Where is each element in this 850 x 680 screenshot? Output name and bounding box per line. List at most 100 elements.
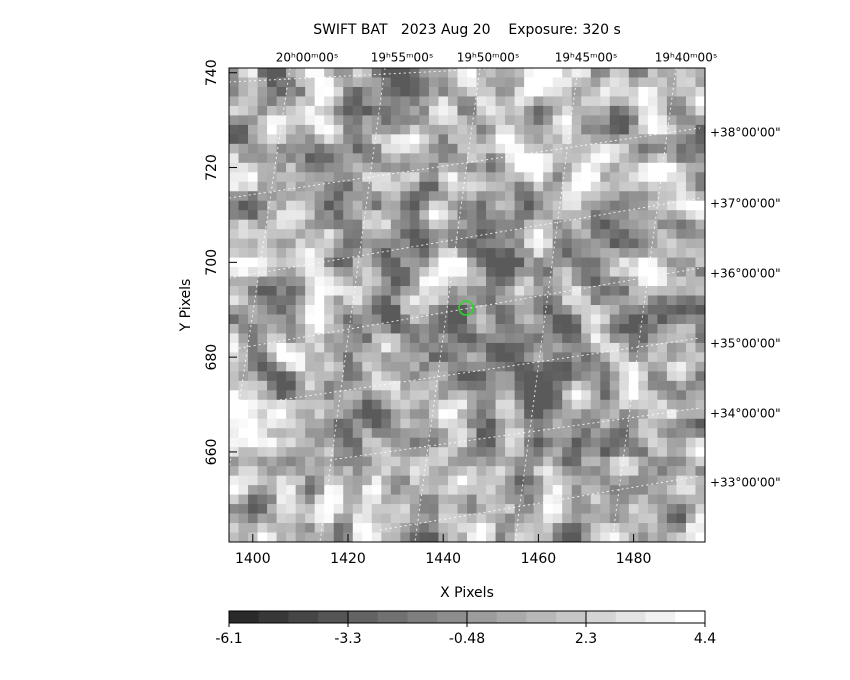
- image-pixel: [628, 191, 639, 202]
- image-pixel: [324, 513, 335, 524]
- image-pixel: [276, 172, 287, 183]
- image-pixel: [295, 257, 306, 268]
- image-pixel: [666, 219, 677, 230]
- image-pixel: [571, 295, 582, 306]
- image-pixel: [314, 295, 325, 306]
- image-pixel: [524, 134, 535, 145]
- image-pixel: [248, 210, 259, 221]
- image-pixel: [476, 229, 487, 240]
- image-pixel: [495, 513, 506, 524]
- image-pixel: [248, 352, 259, 363]
- image-pixel: [428, 333, 439, 344]
- image-pixel: [238, 191, 249, 202]
- image-pixel: [447, 68, 458, 78]
- image-pixel: [305, 456, 316, 467]
- image-pixel: [447, 513, 458, 524]
- image-pixel: [590, 333, 601, 344]
- image-pixel: [229, 342, 240, 353]
- image-pixel: [257, 124, 268, 135]
- image-pixel: [248, 475, 259, 486]
- image-pixel: [314, 466, 325, 477]
- image-pixel: [495, 96, 506, 107]
- image-pixel: [676, 257, 687, 268]
- image-pixel: [352, 305, 363, 315]
- image-pixel: [390, 333, 401, 344]
- image-pixel: [305, 399, 316, 410]
- image-pixel: [324, 191, 335, 202]
- image-pixel: [447, 115, 458, 126]
- image-pixel: [571, 314, 582, 325]
- image-pixel: [324, 494, 335, 505]
- image-pixel: [457, 475, 468, 486]
- x-tick-label: 1440: [425, 551, 461, 567]
- image-pixel: [229, 210, 240, 221]
- image-pixel: [333, 238, 344, 249]
- image-pixel: [248, 409, 259, 420]
- image-pixel: [647, 513, 658, 524]
- image-pixel: [676, 399, 687, 410]
- image-pixel: [505, 494, 516, 505]
- image-pixel: [419, 86, 430, 97]
- image-pixel: [381, 134, 392, 145]
- image-pixel: [514, 504, 525, 515]
- image-pixel: [552, 513, 563, 524]
- image-pixel: [457, 124, 468, 135]
- image-pixel: [314, 437, 325, 448]
- image-pixel: [428, 371, 439, 382]
- image-pixel: [647, 399, 658, 410]
- image-pixel: [257, 276, 268, 287]
- image-pixel: [657, 229, 668, 240]
- image-pixel: [657, 466, 668, 477]
- image-pixel: [600, 447, 611, 458]
- image-pixel: [428, 191, 439, 202]
- image-pixel: [438, 380, 449, 391]
- image-pixel: [628, 513, 639, 524]
- image-pixel: [438, 305, 449, 315]
- image-pixel: [467, 523, 478, 534]
- image-pixel: [286, 314, 297, 325]
- image-pixel: [371, 124, 382, 135]
- image-pixel: [438, 361, 449, 372]
- image-pixel: [638, 68, 649, 78]
- image-pixel: [343, 371, 354, 382]
- image-pixel: [571, 124, 582, 135]
- image-pixel: [486, 219, 497, 230]
- image-pixel: [562, 257, 573, 268]
- image-pixel: [257, 191, 268, 202]
- image-pixel: [400, 210, 411, 221]
- image-pixel: [286, 134, 297, 145]
- image-pixel: [571, 143, 582, 154]
- image-pixel: [352, 513, 363, 524]
- image-pixel: [524, 238, 535, 249]
- image-pixel: [638, 437, 649, 448]
- image-pixel: [476, 380, 487, 391]
- image-pixel: [324, 390, 335, 401]
- image-pixel: [666, 248, 677, 259]
- image-pixel: [467, 276, 478, 287]
- image-pixel: [495, 229, 506, 240]
- image-pixel: [438, 504, 449, 515]
- image-pixel: [400, 286, 411, 297]
- image-pixel: [609, 323, 620, 334]
- image-pixel: [543, 342, 554, 353]
- image-pixel: [685, 437, 696, 448]
- image-pixel: [505, 267, 516, 278]
- image-pixel: [371, 447, 382, 458]
- image-pixel: [552, 323, 563, 334]
- image-pixel: [362, 418, 373, 429]
- image-pixel: [666, 200, 677, 211]
- image-pixel: [447, 523, 458, 534]
- image-pixel: [552, 124, 563, 135]
- image-pixel: [343, 286, 354, 297]
- image-pixel: [533, 409, 544, 420]
- image-pixel: [695, 532, 706, 543]
- image-pixel: [409, 286, 420, 297]
- image-pixel: [343, 352, 354, 363]
- image-pixel: [657, 124, 668, 135]
- image-pixel: [371, 342, 382, 353]
- image-pixel: [666, 361, 677, 372]
- image-pixel: [685, 77, 696, 88]
- image-pixel: [495, 286, 506, 297]
- image-pixel: [657, 352, 668, 363]
- image-pixel: [276, 124, 287, 135]
